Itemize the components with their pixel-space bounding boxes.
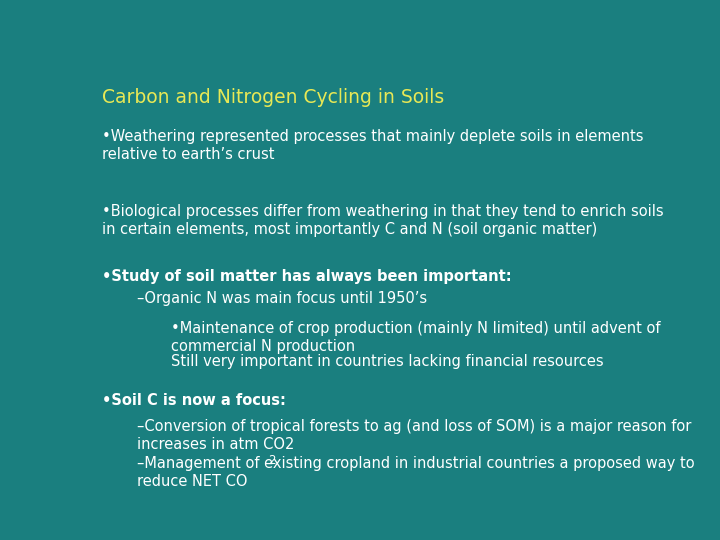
Text: •Study of soil matter has always been important:: •Study of soil matter has always been im… xyxy=(102,268,512,284)
Text: Carbon and Nitrogen Cycling in Soils: Carbon and Nitrogen Cycling in Soils xyxy=(102,87,444,107)
Text: •Weathering represented processes that mainly deplete soils in elements
relative: •Weathering represented processes that m… xyxy=(102,129,644,162)
Text: 2: 2 xyxy=(269,454,276,467)
Text: •Biological processes differ from weathering in that they tend to enrich soils
i: •Biological processes differ from weathe… xyxy=(102,204,664,237)
Text: –Management of existing cropland in industrial countries a proposed way to
reduc: –Management of existing cropland in indu… xyxy=(138,456,695,489)
Text: –Conversion of tropical forests to ag (and loss of SOM) is a major reason for
in: –Conversion of tropical forests to ag (a… xyxy=(138,419,692,452)
Text: •Soil C is now a focus:: •Soil C is now a focus: xyxy=(102,393,286,408)
Text: –Organic N was main focus until 1950’s: –Organic N was main focus until 1950’s xyxy=(138,292,428,306)
Text: •Maintenance of crop production (mainly N limited) until advent of
commercial N : •Maintenance of crop production (mainly … xyxy=(171,321,660,354)
Text: Still very important in countries lacking financial resources: Still very important in countries lackin… xyxy=(171,354,603,369)
